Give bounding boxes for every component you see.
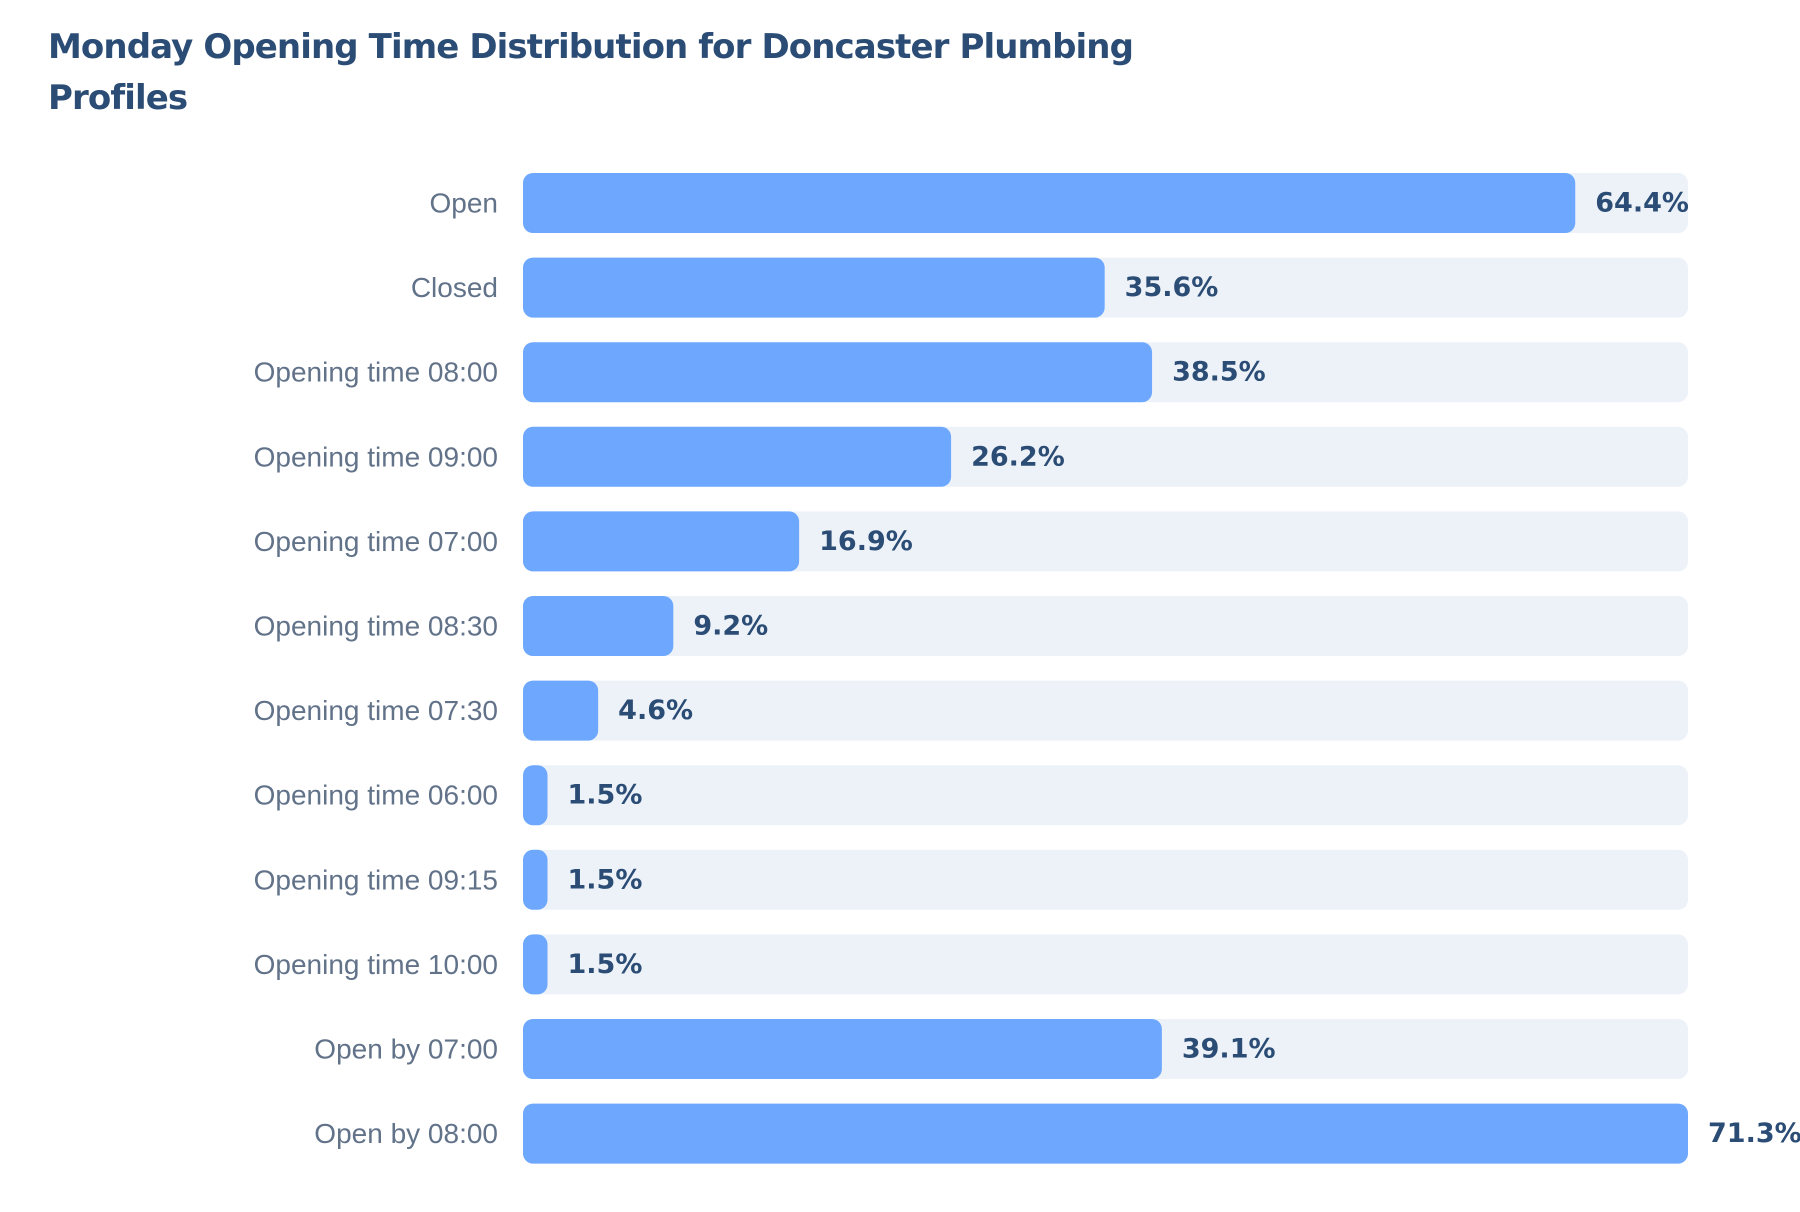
category-label: Open by 07:00 xyxy=(314,1034,498,1065)
value-label: 1.5% xyxy=(568,864,643,895)
category-label: Opening time 10:00 xyxy=(254,949,498,980)
bar xyxy=(523,1103,1688,1164)
bar-track xyxy=(523,934,1688,995)
category-label: Opening time 07:00 xyxy=(254,526,498,557)
category-label: Closed xyxy=(411,272,498,303)
bar-row: Opening time 07:30 4.6% xyxy=(254,680,1688,741)
bar-row: Opening time 09:15 1.5% xyxy=(254,849,1688,910)
value-label: 64.4% xyxy=(1595,188,1689,219)
category-label: Open by 08:00 xyxy=(314,1118,498,1149)
bar-track xyxy=(523,680,1688,741)
bar xyxy=(523,173,1576,233)
bar-row: Opening time 08:00 38.5% xyxy=(254,342,1688,403)
value-label: 39.1% xyxy=(1182,1034,1276,1065)
value-label: 9.2% xyxy=(693,611,768,642)
value-label: 1.5% xyxy=(568,780,643,811)
value-label: 16.9% xyxy=(819,526,913,557)
category-label: Opening time 07:30 xyxy=(254,695,498,726)
bar xyxy=(523,511,800,572)
bar-row: Opening time 10:00 1.5% xyxy=(254,934,1688,995)
bar xyxy=(523,934,548,995)
bar-track xyxy=(523,849,1688,910)
bar xyxy=(523,765,548,826)
category-label: Opening time 08:30 xyxy=(254,611,498,642)
bar xyxy=(523,342,1153,403)
bar xyxy=(523,1019,1162,1079)
bar xyxy=(523,257,1105,318)
bar-row: Opening time 08:30 9.2% xyxy=(254,596,1688,656)
bar-row: Opening time 09:00 26.2% xyxy=(254,426,1688,487)
bar xyxy=(523,426,952,487)
bar-track xyxy=(523,596,1688,656)
category-label: Opening time 08:00 xyxy=(254,357,498,388)
value-label: 35.6% xyxy=(1125,272,1219,303)
bar-track xyxy=(523,765,1688,826)
category-label: Open xyxy=(430,188,499,219)
category-label: Opening time 09:00 xyxy=(254,441,498,472)
value-label: 26.2% xyxy=(971,441,1065,472)
category-label: Opening time 09:15 xyxy=(254,864,498,895)
value-label: 4.6% xyxy=(618,695,693,726)
bar xyxy=(523,680,599,741)
bar xyxy=(523,849,548,910)
bar-row: Opening time 06:00 1.5% xyxy=(254,765,1688,826)
value-label: 71.3% xyxy=(1708,1118,1800,1149)
value-label: 38.5% xyxy=(1172,357,1266,388)
bar-row: Opening time 07:00 16.9% xyxy=(254,511,1688,572)
category-label: Opening time 06:00 xyxy=(254,780,498,811)
bar-row: Open by 07:00 39.1% xyxy=(314,1019,1688,1079)
bar xyxy=(523,596,674,656)
bar-track xyxy=(523,511,1688,572)
value-label: 1.5% xyxy=(568,949,643,980)
bar-row: Open by 08:00 71.3% xyxy=(314,1103,1800,1164)
bar-row: Closed 35.6% xyxy=(411,257,1688,318)
chart-title: Monday Opening Time Distribution for Don… xyxy=(48,27,1134,118)
bar-row: Open 64.4% xyxy=(430,173,1689,233)
